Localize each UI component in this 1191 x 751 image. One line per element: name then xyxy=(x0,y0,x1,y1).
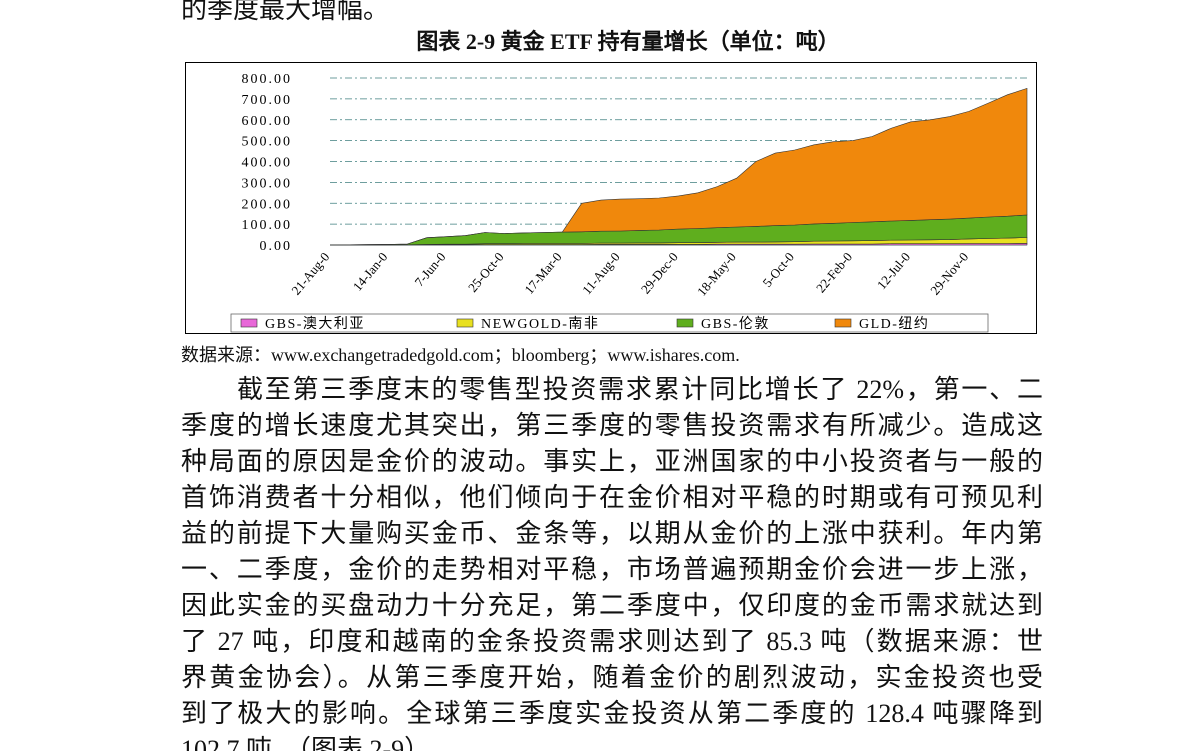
y-tick-label: 500.00 xyxy=(242,135,293,150)
legend-swatch xyxy=(834,318,852,328)
legend-box xyxy=(230,313,989,333)
text-line: 了 27 吨，印度和越南的金条投资需求则达到了 85.3 吨（数据来源：世 xyxy=(181,627,1043,656)
text-line: 种局面的原因是金价的波动。事实上，亚洲国家的中小投资者与一般的 xyxy=(181,447,1043,476)
y-tick-label: 200.00 xyxy=(242,197,293,212)
text-line: 截至第三季度末的零售型投资需求累计同比增长了 22%，第一、二 xyxy=(237,375,1043,404)
figure-caption: 图表 2-9 黄金 ETF 持有量增长（单位：吨） xyxy=(416,29,840,54)
legend-swatch xyxy=(676,318,694,328)
legend-swatch xyxy=(240,318,258,328)
text-line: 的季度最大增幅。 xyxy=(181,0,390,24)
text-line: 一、二季度，金价的走势相对平稳，市场普遍预期金价会进一步上涨， xyxy=(181,555,1043,584)
y-tick-label: 800.00 xyxy=(242,72,293,87)
area xyxy=(329,87,1028,246)
text-line: 首饰消费者十分相似，他们倾向于在金价相对平稳的时期或有可预见利 xyxy=(181,483,1043,512)
y-tick-label: 400.00 xyxy=(242,156,293,171)
legend-label: NEWGOLD-南非 xyxy=(481,316,599,332)
y-tick-label: 300.00 xyxy=(242,176,293,191)
y-tick-label: 100.00 xyxy=(242,218,293,233)
chart: 0.00 100.00 200.00 300.00 400.00 500.00 600.00… xyxy=(185,62,1037,334)
text-line: 到了极大的影响。全球第三季度实金投资从第二季度的 128.4 吨骤降到 xyxy=(181,699,1043,728)
y-tick-label: 0.00 xyxy=(260,239,293,254)
legend-label: GBS-伦敦 xyxy=(701,316,770,332)
legend-label: GLD-纽约 xyxy=(859,316,929,332)
text-line: 因此实金的买盘动力十分充足，第二季度中，仅印度的金币需求就达到 xyxy=(181,591,1043,620)
source-note: 数据来源：www.exchangetradedgold.com；bloomber… xyxy=(181,345,740,365)
y-tick-label: 600.00 xyxy=(242,114,293,129)
text-line: 102.7 吨。（图表 2-9） xyxy=(181,735,431,751)
text-line: 界黄金协会）。从第三季度开始，随着金价的剧烈波动，实金投资也受 xyxy=(181,663,1043,692)
text-line: 季度的增长速度尤其突出，第三季度的零售投资需求有所减少。造成这 xyxy=(181,411,1043,440)
y-tick-label: 700.00 xyxy=(242,93,293,108)
text-line: 益的前提下大量购买金币、金条等，以期从金价的上涨中获利。年内第 xyxy=(181,519,1043,548)
legend-label: GBS-澳大利亚 xyxy=(265,316,365,332)
legend: GBS-澳大利亚 NEWGOLD-南非 GBS-伦敦 GLD-纽约 xyxy=(230,313,989,333)
legend-swatch xyxy=(456,318,474,328)
